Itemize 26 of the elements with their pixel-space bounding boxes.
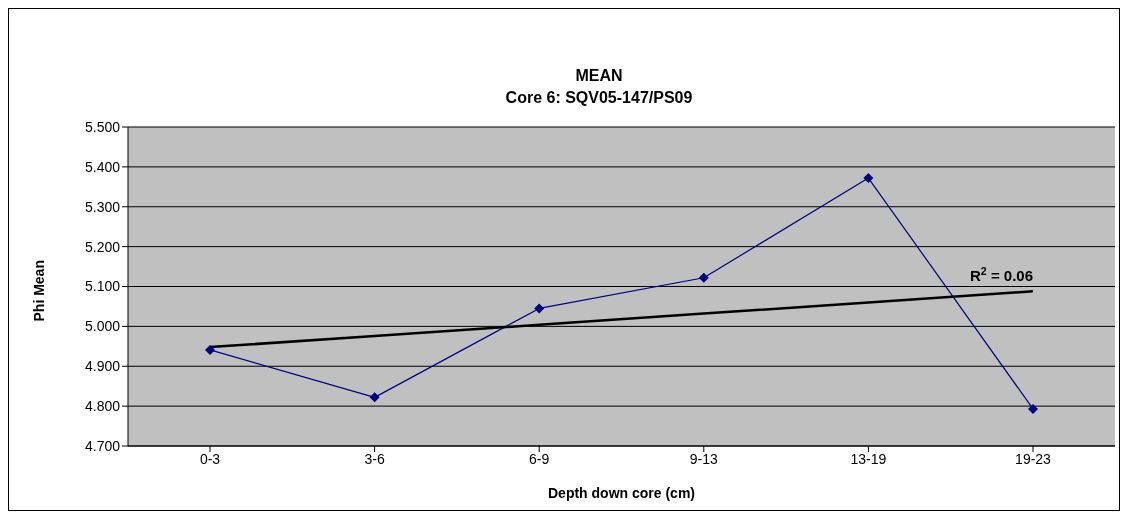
chart-subtitle: Core 6: SQV05-147/PS09 xyxy=(504,88,694,108)
y-tick-label: 5.100 xyxy=(84,278,121,295)
y-tick-label: 5.500 xyxy=(84,118,121,135)
point xyxy=(205,344,215,355)
y-tick-label: 5.400 xyxy=(84,158,121,175)
y-tick-label: 5.300 xyxy=(84,198,121,215)
point xyxy=(1028,403,1038,414)
x-tick-label: 6-9 xyxy=(529,450,550,467)
x-tick-label: 9-13 xyxy=(689,450,719,467)
x-tick-label: 19-23 xyxy=(1015,450,1052,467)
x-tick-label: 13-19 xyxy=(850,450,887,467)
point xyxy=(369,392,380,403)
y-tick-label: 4.700 xyxy=(84,437,121,454)
y-axis-title: Phi Mean xyxy=(30,260,47,322)
x-tick-label: 0-3 xyxy=(199,450,221,467)
point xyxy=(863,173,874,184)
x-tick-label: 3-6 xyxy=(364,450,385,467)
chart-title: MEAN xyxy=(574,66,624,86)
annotation: R$^{2}$ = 0.06 xyxy=(970,265,1033,285)
y-tick-label: 4.800 xyxy=(84,398,121,415)
y-tick-label: 5.000 xyxy=(84,318,121,335)
point xyxy=(534,303,545,314)
y-tick-label: 4.900 xyxy=(84,358,121,375)
y-tick-label: 5.200 xyxy=(84,238,121,255)
x-axis-title: Depth down core (cm) xyxy=(547,485,696,501)
point xyxy=(698,272,709,283)
